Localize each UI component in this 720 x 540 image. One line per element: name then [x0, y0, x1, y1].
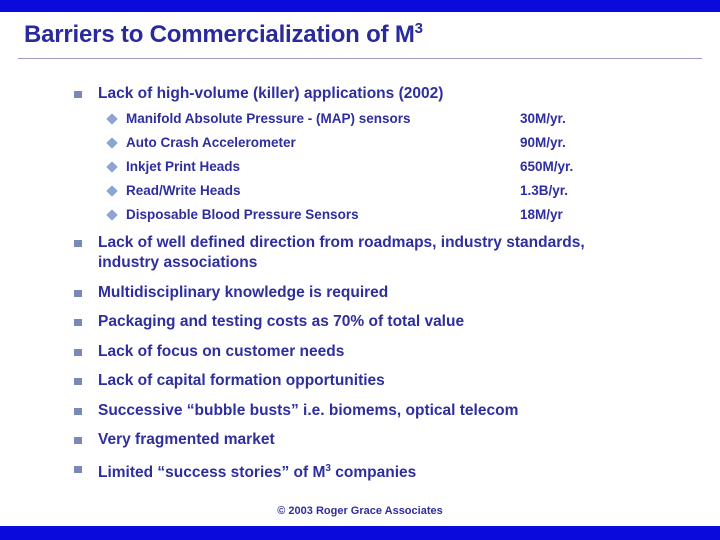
sub-bullet-label: Manifold Absolute Pressure - (MAP) senso…	[126, 111, 411, 126]
sub-bullet-value: 30M/yr.	[520, 111, 566, 126]
sub-bullet-marker	[106, 113, 118, 125]
bullet-marker	[74, 319, 82, 326]
sub-bullet-value: 1.3B/yr.	[520, 183, 569, 198]
bullet-marker	[74, 240, 82, 247]
bullet-marker	[74, 290, 82, 297]
sub-bullet-marker	[106, 161, 118, 173]
bullet-item: Lack of well defined direction from road…	[98, 234, 585, 251]
bullet-marker	[74, 437, 82, 444]
sub-bullet-marker	[106, 137, 118, 149]
sub-bullet-marker	[106, 209, 118, 221]
sub-bullet-value: 90M/yr.	[520, 135, 566, 150]
sub-bullet-value: 650M/yr.	[520, 159, 574, 174]
bullet-marker	[74, 378, 82, 385]
bullet-item: Successive “bubble busts” i.e. biomems, …	[98, 402, 519, 419]
sub-bullet-label: Inkjet Print Heads	[126, 159, 241, 174]
bullet-item: Lack of high-volume (killer) application…	[98, 85, 444, 102]
bullet-item: Multidisciplinary knowledge is required	[98, 284, 389, 301]
bullet-item-continuation: industry associations	[98, 254, 258, 271]
bullet-marker	[74, 466, 82, 473]
sub-bullet-label: Disposable Blood Pressure Sensors	[126, 207, 359, 222]
bullet-marker	[74, 408, 82, 415]
sub-bullet-value: 18M/yr	[520, 207, 563, 222]
sub-bullet-label: Auto Crash Accelerometer	[126, 135, 296, 150]
sub-bullet-marker	[106, 185, 118, 197]
bottom-accent-bar	[0, 526, 720, 540]
title-divider	[18, 58, 702, 59]
bullet-marker	[74, 91, 82, 98]
bullet-item: Limited “success stories” of M3 companie…	[98, 463, 417, 481]
slide-title: Barriers to Commercialization of M3	[24, 20, 423, 48]
copyright-footer: © 2003 Roger Grace Associates	[277, 505, 443, 517]
bullet-item: Very fragmented market	[98, 431, 275, 448]
sub-bullet-label: Read/Write Heads	[126, 183, 241, 198]
bullet-item: Lack of capital formation opportunities	[98, 372, 385, 389]
top-accent-bar	[0, 0, 720, 12]
bullet-marker	[74, 349, 82, 356]
bullet-item: Lack of focus on customer needs	[98, 343, 345, 360]
bullet-item: Packaging and testing costs as 70% of to…	[98, 313, 465, 330]
